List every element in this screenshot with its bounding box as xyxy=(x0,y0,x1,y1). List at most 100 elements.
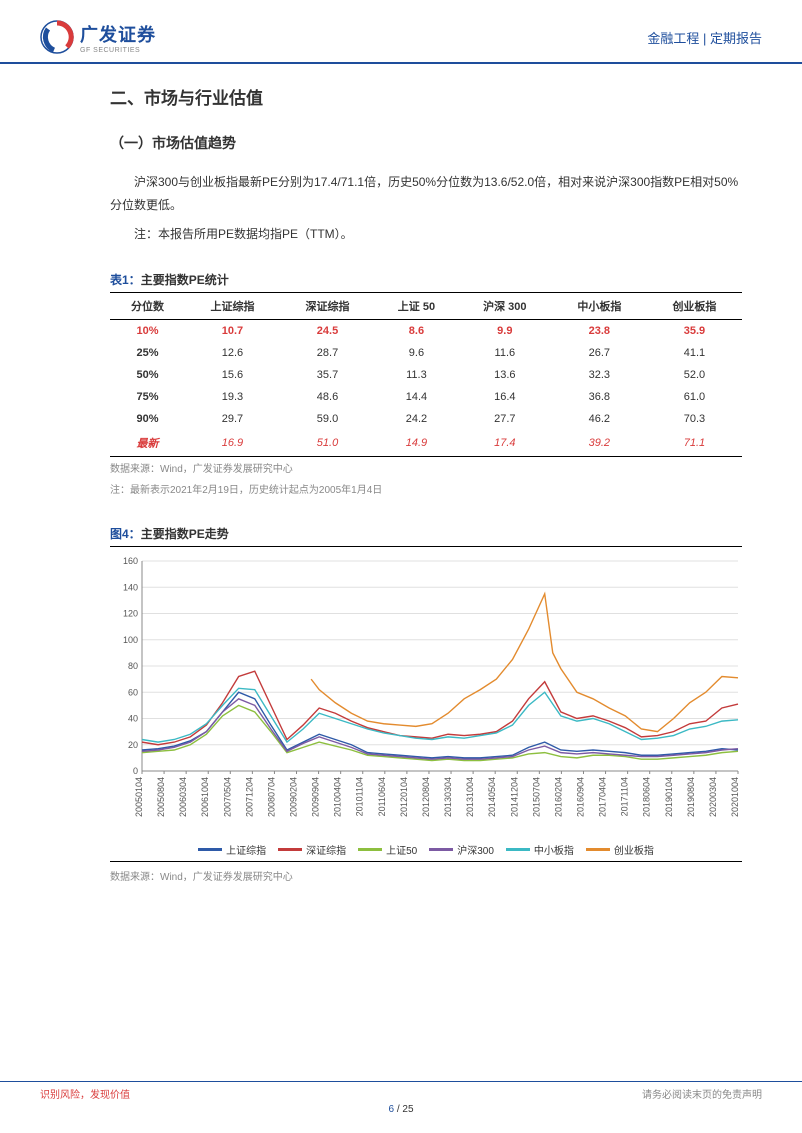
svg-text:120: 120 xyxy=(123,609,138,619)
svg-text:20131004: 20131004 xyxy=(465,777,475,817)
pe-table-cell: 48.6 xyxy=(280,386,375,408)
svg-text:20171104: 20171104 xyxy=(620,777,630,816)
logo-cn: 广发证券 xyxy=(80,21,156,47)
pe-table-cell: 16.9 xyxy=(185,430,280,457)
pe-table-cell: 39.2 xyxy=(552,430,647,457)
doc-type: 金融工程 | 定期报告 xyxy=(647,28,762,47)
pe-table-cell: 15.6 xyxy=(185,364,280,386)
pe-table-row: 25%12.628.79.611.626.741.1 xyxy=(110,342,742,364)
legend-item: 上证50 xyxy=(358,842,417,857)
pe-table-cell: 11.3 xyxy=(375,364,458,386)
svg-text:20190104: 20190104 xyxy=(664,777,674,817)
pe-table-cell: 52.0 xyxy=(647,364,742,386)
footer: 识别风险，发现价值 请务必阅读末页的免责声明 6 / 25 xyxy=(0,1081,802,1115)
pe-table-row: 90%29.759.024.227.746.270.3 xyxy=(110,408,742,430)
page-total: 25 xyxy=(402,1104,413,1115)
pe-table-header-cell: 中小板指 xyxy=(552,293,647,320)
svg-text:80: 80 xyxy=(128,661,138,671)
pe-table-cell: 26.7 xyxy=(552,342,647,364)
pe-table-cell: 10.7 xyxy=(185,320,280,343)
svg-text:20120804: 20120804 xyxy=(421,777,431,817)
pe-table-cell: 32.3 xyxy=(552,364,647,386)
svg-text:140: 140 xyxy=(123,583,138,593)
pe-table-cell: 25% xyxy=(110,342,185,364)
legend-item: 深证综指 xyxy=(278,842,346,857)
svg-text:20050104: 20050104 xyxy=(134,777,144,817)
legend-swatch xyxy=(198,848,222,851)
figure4-caption-text: 主要指数PE走势 xyxy=(141,527,229,541)
svg-text:100: 100 xyxy=(123,635,138,645)
svg-text:0: 0 xyxy=(133,766,138,776)
pe-table-header-cell: 分位数 xyxy=(110,293,185,320)
pe-table-cell: 46.2 xyxy=(552,408,647,430)
pe-table-cell: 10% xyxy=(110,320,185,343)
legend-item: 上证综指 xyxy=(198,842,266,857)
svg-text:20120104: 20120104 xyxy=(399,777,409,817)
legend-label: 上证50 xyxy=(386,842,417,857)
svg-text:20110604: 20110604 xyxy=(377,777,387,816)
svg-text:20201004: 20201004 xyxy=(730,777,740,817)
pe-table-cell: 14.9 xyxy=(375,430,458,457)
pe-trend-chart: 0204060801001201401602005010420050804200… xyxy=(110,553,742,833)
subsection-title: （一）市场估值趋势 xyxy=(110,133,742,153)
pe-table-cell: 70.3 xyxy=(647,408,742,430)
table1-caption-text: 主要指数PE统计 xyxy=(141,273,229,287)
svg-text:160: 160 xyxy=(123,556,138,566)
pe-table-cell: 11.6 xyxy=(458,342,552,364)
figure4-caption: 图4：主要指数PE走势 xyxy=(110,525,742,542)
svg-text:20060304: 20060304 xyxy=(178,777,188,817)
svg-text:20090904: 20090904 xyxy=(311,777,321,817)
pe-table-header-cell: 沪深 300 xyxy=(458,293,552,320)
pe-table-row: 最新16.951.014.917.439.271.1 xyxy=(110,430,742,457)
legend-label: 沪深300 xyxy=(457,842,494,857)
logo-text: 广发证券 GF SECURITIES xyxy=(80,21,156,54)
svg-text:20150704: 20150704 xyxy=(531,777,541,817)
svg-text:20100404: 20100404 xyxy=(333,777,343,817)
legend-item: 沪深300 xyxy=(429,842,494,857)
pe-table-cell: 13.6 xyxy=(458,364,552,386)
pe-table-cell: 17.4 xyxy=(458,430,552,457)
svg-text:20170404: 20170404 xyxy=(598,777,608,817)
pe-table-cell: 50% xyxy=(110,364,185,386)
svg-text:20130304: 20130304 xyxy=(443,777,453,817)
legend-swatch xyxy=(429,848,453,851)
table1-source: 数据来源：Wind，广发证券发展研究中心 xyxy=(110,462,742,478)
pager: 6 / 25 xyxy=(40,1104,762,1115)
svg-text:20140504: 20140504 xyxy=(487,777,497,817)
pe-table-cell: 36.8 xyxy=(552,386,647,408)
pe-table-cell: 19.3 xyxy=(185,386,280,408)
pe-table: 分位数上证综指深证综指上证 50沪深 300中小板指创业板指 10%10.724… xyxy=(110,292,742,457)
pe-table-cell: 16.4 xyxy=(458,386,552,408)
pe-table-row: 10%10.724.58.69.923.835.9 xyxy=(110,320,742,343)
figure4-caption-prefix: 图4： xyxy=(110,527,141,541)
svg-text:20: 20 xyxy=(128,740,138,750)
pe-table-cell: 41.1 xyxy=(647,342,742,364)
logo: 广发证券 GF SECURITIES xyxy=(40,20,156,54)
pe-table-cell: 24.2 xyxy=(375,408,458,430)
legend-label: 深证综指 xyxy=(306,842,346,857)
pe-table-cell: 最新 xyxy=(110,430,185,457)
legend-swatch xyxy=(586,848,610,851)
table1-caption-prefix: 表1： xyxy=(110,273,141,287)
content: 二、市场与行业估值 （一）市场估值趋势 沪深300与创业板指最新PE分别为17.… xyxy=(0,64,802,886)
chart-container: 0204060801001201401602005010420050804200… xyxy=(110,546,742,862)
svg-text:20050804: 20050804 xyxy=(156,777,166,817)
table1-note: 注：最新表示2021年2月19日，历史统计起点为2005年1月4日 xyxy=(110,483,742,499)
legend-label: 创业板指 xyxy=(614,842,654,857)
pe-table-cell: 14.4 xyxy=(375,386,458,408)
legend-swatch xyxy=(358,848,382,851)
pe-table-cell: 9.6 xyxy=(375,342,458,364)
logo-icon xyxy=(40,20,74,54)
pe-table-cell: 71.1 xyxy=(647,430,742,457)
figure4-source: 数据来源：Wind，广发证券发展研究中心 xyxy=(110,870,742,886)
paragraph-2: 注：本报告所用PE数据均指PE（TTM）。 xyxy=(110,223,742,246)
legend-swatch xyxy=(506,848,530,851)
pe-table-cell: 59.0 xyxy=(280,408,375,430)
pe-table-header-cell: 上证 50 xyxy=(375,293,458,320)
pe-table-cell: 9.9 xyxy=(458,320,552,343)
pe-table-cell: 29.7 xyxy=(185,408,280,430)
pe-table-header-row: 分位数上证综指深证综指上证 50沪深 300中小板指创业板指 xyxy=(110,293,742,320)
svg-text:20080704: 20080704 xyxy=(266,777,276,817)
header: 广发证券 GF SECURITIES 金融工程 | 定期报告 xyxy=(0,0,802,64)
pe-table-cell: 27.7 xyxy=(458,408,552,430)
